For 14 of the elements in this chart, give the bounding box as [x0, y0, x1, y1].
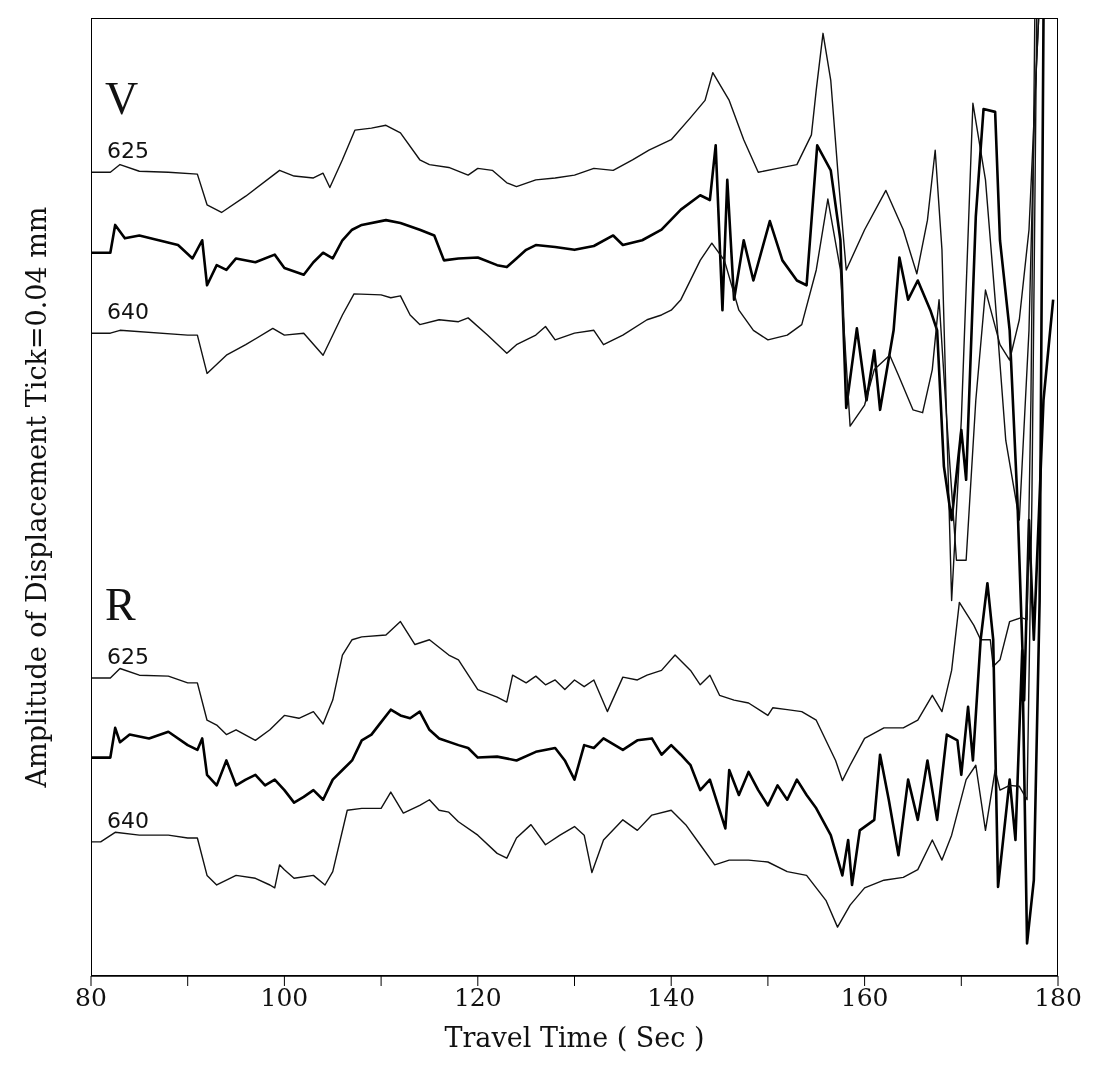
series-label: 625 — [107, 138, 149, 164]
x-tick-label: 140 — [647, 982, 696, 1012]
annotation: V — [105, 73, 139, 125]
series-label: 640 — [107, 807, 149, 833]
x-axis-title: Travel Time ( Sec ) — [444, 1022, 705, 1054]
series-label: 640 — [107, 299, 149, 325]
annotation: R — [105, 579, 136, 631]
y-axis-title: Amplitude of Displacement Tick=0.04 mm — [20, 206, 52, 788]
series-label: 625 — [107, 644, 149, 670]
x-tick-label: 120 — [453, 982, 502, 1012]
x-tick-label: 160 — [840, 982, 889, 1012]
x-tick-label: 180 — [1034, 982, 1082, 1012]
x-tick-label: 80 — [75, 982, 107, 1012]
x-tick-label: 100 — [260, 982, 309, 1012]
